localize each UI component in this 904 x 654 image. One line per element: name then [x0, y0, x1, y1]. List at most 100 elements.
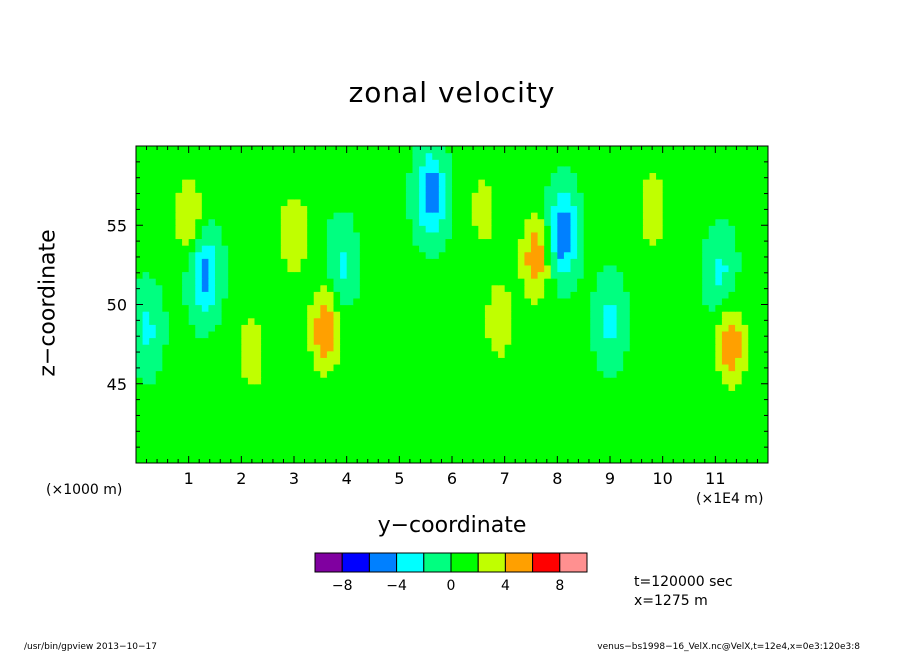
heatmap-cell	[405, 152, 414, 160]
heatmap-cell	[392, 363, 400, 372]
heatmap-cell	[313, 436, 321, 444]
heatmap-cell	[761, 159, 768, 167]
heatmap-cell	[721, 330, 730, 339]
heatmap-cell	[208, 429, 216, 438]
heatmap-cell	[188, 317, 196, 325]
heatmap-cell	[590, 271, 598, 279]
heatmap-cell	[682, 212, 690, 220]
heatmap-cell	[379, 251, 387, 259]
heatmap-cell	[689, 403, 697, 411]
heatmap-cell	[715, 159, 723, 167]
heatmap-cell	[754, 370, 763, 378]
heatmap-cell	[675, 225, 684, 233]
heatmap-cell	[254, 449, 262, 457]
heatmap-cell	[313, 311, 321, 319]
heatmap-cell	[419, 311, 427, 319]
heatmap-cell	[491, 297, 499, 306]
heatmap-cell	[577, 456, 585, 463]
heatmap-cell	[484, 337, 493, 345]
heatmap-cell	[623, 198, 631, 207]
heatmap-cell	[438, 179, 447, 187]
heatmap-cell	[353, 383, 361, 391]
heatmap-cell	[155, 231, 163, 240]
heatmap-cell	[234, 383, 242, 391]
heatmap-cell	[432, 212, 440, 220]
heatmap-cell	[478, 231, 486, 240]
heatmap-cell	[201, 192, 210, 200]
heatmap-cell	[445, 436, 453, 444]
heatmap-cell	[715, 311, 723, 319]
heatmap-cell	[221, 317, 229, 325]
heatmap-cell	[149, 264, 157, 273]
heatmap-cell	[326, 317, 335, 325]
heatmap-cell	[162, 317, 170, 325]
heatmap-cell	[458, 449, 466, 457]
heatmap-cell	[254, 390, 262, 398]
heatmap-cell	[340, 390, 348, 398]
heatmap-cell	[438, 311, 447, 319]
heatmap-cell	[366, 152, 374, 160]
heatmap-cell	[491, 251, 499, 259]
heatmap-cell	[741, 416, 749, 424]
heatmap-cell	[162, 205, 170, 213]
heatmap-cell	[596, 172, 605, 180]
heatmap-cell	[201, 271, 210, 279]
heatmap-cell	[616, 449, 624, 457]
heatmap-cell	[340, 172, 348, 180]
heatmap-cell	[287, 317, 295, 325]
heatmap-cell	[708, 264, 716, 273]
heatmap-cell	[392, 436, 400, 444]
heatmap-cell	[419, 231, 427, 240]
heatmap-cell	[636, 278, 644, 286]
heatmap-cell	[583, 152, 591, 160]
heatmap-cell	[280, 383, 289, 391]
heatmap-cell	[570, 291, 578, 299]
x-tick-label: 7	[500, 469, 510, 488]
heatmap-cell	[491, 324, 499, 332]
heatmap-cell	[247, 245, 256, 253]
heatmap-cell	[689, 271, 697, 279]
heatmap-cell	[484, 324, 493, 332]
heatmap-cell	[465, 324, 473, 332]
heatmap-cell	[155, 443, 163, 451]
heatmap-cell	[577, 383, 585, 391]
heatmap-cell	[234, 423, 242, 431]
heatmap-cell	[616, 370, 624, 378]
heatmap-cell	[333, 146, 341, 154]
heatmap-cell	[274, 357, 282, 365]
heatmap-cell	[162, 443, 170, 451]
heatmap-cell	[610, 357, 618, 365]
heatmap-cell	[149, 443, 157, 451]
heatmap-cell	[136, 198, 144, 207]
heatmap-cell	[425, 245, 433, 253]
heatmap-cell	[610, 443, 618, 451]
heatmap-cell	[366, 185, 374, 193]
heatmap-cell	[340, 317, 348, 325]
heatmap-cell	[379, 304, 387, 312]
heatmap-cell	[228, 324, 236, 332]
heatmap-cell	[511, 165, 519, 174]
heatmap-cell	[366, 218, 374, 226]
heatmap-cell	[379, 152, 387, 160]
heatmap-cell	[241, 330, 249, 339]
heatmap-cell	[234, 443, 242, 451]
heatmap-cell	[590, 159, 598, 167]
heatmap-cell	[695, 416, 703, 424]
heatmap-cell	[702, 370, 710, 378]
heatmap-cell	[616, 357, 624, 365]
heatmap-cell	[689, 410, 697, 418]
heatmap-cell	[215, 271, 223, 279]
heatmap-cell	[550, 165, 558, 174]
heatmap-cell	[419, 324, 427, 332]
heatmap-cell	[254, 264, 262, 273]
heatmap-cell	[735, 436, 743, 444]
heatmap-cell	[484, 198, 493, 207]
heatmap-cell	[280, 284, 289, 292]
heatmap-cell	[320, 337, 328, 345]
heatmap-cell	[399, 344, 407, 352]
heatmap-cell	[504, 212, 512, 220]
heatmap-cell	[445, 205, 453, 213]
heatmap-cell	[754, 390, 763, 398]
heatmap-cell	[590, 436, 598, 444]
heatmap-cell	[458, 251, 466, 259]
